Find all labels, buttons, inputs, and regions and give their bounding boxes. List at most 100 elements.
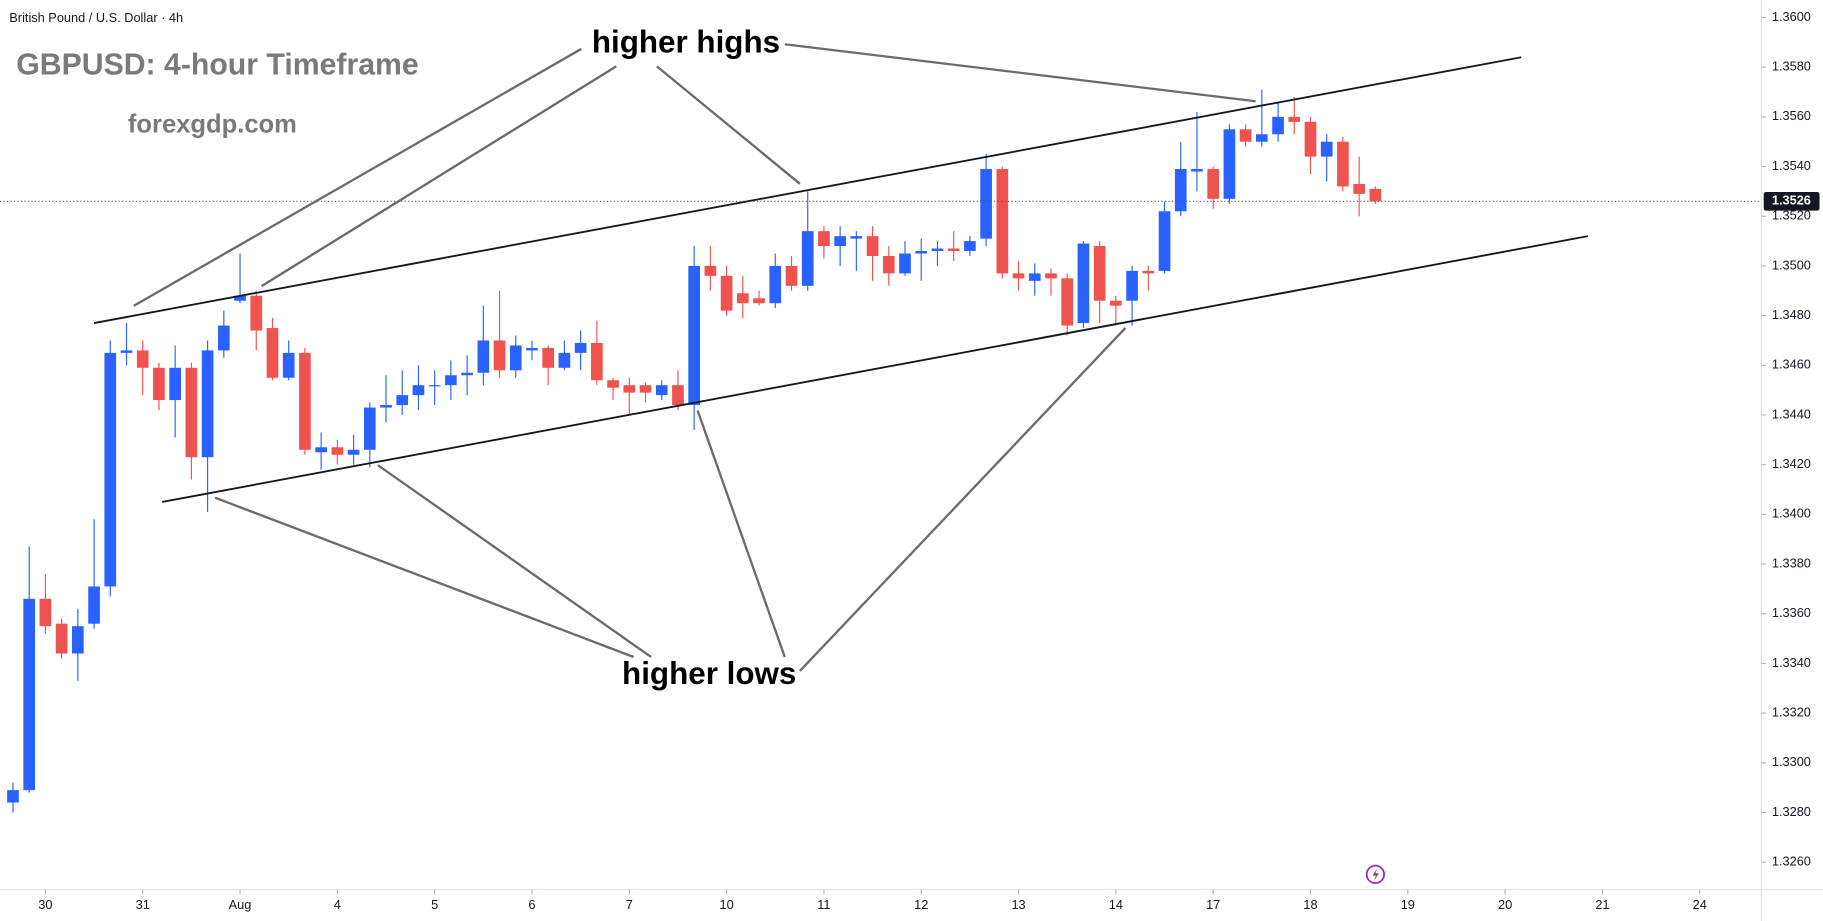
candle-body bbox=[980, 169, 992, 239]
symbol-header: British Pound / U.S. Dollar · 4h bbox=[9, 10, 183, 25]
candle-body bbox=[185, 367, 198, 458]
candle-body bbox=[347, 449, 360, 455]
candle-body bbox=[769, 265, 782, 304]
x-tick-label: 21 bbox=[1595, 897, 1609, 912]
y-tick-label: 1.3600 bbox=[1772, 9, 1811, 24]
x-tick-label: 24 bbox=[1693, 897, 1707, 912]
candle-body bbox=[1207, 169, 1220, 199]
candle-body bbox=[704, 265, 717, 276]
candle-body bbox=[23, 598, 36, 791]
x-tick-label: 31 bbox=[136, 897, 150, 912]
candle-body bbox=[526, 347, 538, 351]
pointer bbox=[784, 43, 1256, 103]
candle-body bbox=[834, 236, 846, 247]
x-tick-label: 12 bbox=[914, 897, 928, 912]
candle-body bbox=[7, 790, 19, 803]
y-tick-label: 1.3300 bbox=[1772, 754, 1811, 769]
candle-body bbox=[1223, 129, 1236, 199]
candle-body bbox=[1304, 121, 1317, 157]
y-tick-label: 1.3440 bbox=[1772, 406, 1811, 421]
candle-body bbox=[996, 169, 1009, 274]
pointer bbox=[799, 327, 1127, 672]
candle-body bbox=[1239, 129, 1252, 142]
candle-body bbox=[315, 447, 327, 453]
candle-body bbox=[282, 352, 295, 378]
annotation-pointers bbox=[133, 43, 1256, 672]
candle-body bbox=[72, 626, 84, 654]
candle-body bbox=[574, 342, 587, 353]
candle-body bbox=[915, 251, 928, 254]
x-tick-label: 17 bbox=[1206, 897, 1220, 912]
candle-body bbox=[250, 295, 263, 331]
candle-body bbox=[1337, 141, 1349, 187]
pointer bbox=[377, 464, 652, 658]
candle-body bbox=[607, 380, 619, 388]
x-tick-label: Aug bbox=[229, 897, 252, 912]
y-tick-label: 1.3480 bbox=[1772, 307, 1811, 322]
candle-body bbox=[266, 328, 279, 378]
candle-body bbox=[120, 350, 133, 353]
candle-body bbox=[850, 236, 863, 239]
candle-body bbox=[899, 253, 911, 274]
pointer bbox=[696, 410, 786, 658]
candle-body bbox=[299, 352, 311, 450]
y-tick-label: 1.3500 bbox=[1772, 257, 1811, 272]
candle-body bbox=[136, 350, 149, 368]
candle-body bbox=[753, 298, 765, 304]
candle-body bbox=[477, 340, 490, 373]
y-tick-label: 1.3260 bbox=[1772, 854, 1811, 869]
candle-body bbox=[1158, 211, 1171, 271]
alert-circle bbox=[1365, 864, 1385, 884]
candle-body bbox=[380, 405, 392, 408]
alert-icon[interactable] bbox=[1365, 864, 1385, 884]
candle-body bbox=[493, 340, 506, 371]
candle-body bbox=[818, 231, 830, 247]
candle-body bbox=[1012, 273, 1025, 279]
y-tick-label: 1.3380 bbox=[1772, 555, 1811, 570]
annotation: higher lows bbox=[622, 656, 796, 691]
candle-body bbox=[104, 352, 117, 587]
y-tick-label: 1.3340 bbox=[1772, 655, 1811, 670]
y-tick-label: 1.3280 bbox=[1772, 804, 1811, 819]
candle-body bbox=[55, 623, 68, 654]
candle-body bbox=[1369, 188, 1382, 202]
candle-body bbox=[1093, 246, 1106, 301]
x-tick-label: 30 bbox=[38, 897, 52, 912]
candle-body bbox=[1077, 243, 1090, 324]
candle-body bbox=[1272, 116, 1284, 135]
candle-body bbox=[1028, 273, 1041, 281]
candle-body bbox=[201, 350, 214, 458]
candle-body bbox=[688, 265, 701, 406]
candle-body bbox=[672, 385, 684, 406]
candle-body bbox=[331, 447, 344, 455]
pointer bbox=[260, 65, 617, 288]
x-tick-label: 7 bbox=[626, 897, 633, 912]
last-price-label: 1.3526 bbox=[1772, 193, 1811, 208]
candle-body bbox=[1288, 116, 1301, 122]
candle-body bbox=[964, 241, 976, 252]
chart-title: GBPUSD: 4-hour Timeframe bbox=[16, 48, 418, 81]
plot-area bbox=[0, 56, 1762, 813]
candle-body bbox=[591, 342, 603, 381]
candle-body bbox=[947, 248, 960, 252]
candle-body bbox=[623, 385, 636, 393]
y-tick-label: 1.3580 bbox=[1772, 59, 1811, 74]
candle-body bbox=[1320, 141, 1333, 157]
y-tick-label: 1.3540 bbox=[1772, 158, 1811, 173]
x-tick-label: 6 bbox=[528, 897, 535, 912]
candle-body bbox=[1110, 300, 1122, 306]
annotation: higher highs bbox=[592, 25, 780, 60]
trendline bbox=[162, 235, 1589, 503]
candle-body bbox=[655, 385, 668, 396]
x-tick-label: 20 bbox=[1498, 897, 1512, 912]
last-price-box bbox=[1763, 192, 1820, 211]
candle-body bbox=[153, 367, 165, 401]
candle-body bbox=[412, 385, 425, 396]
pointer bbox=[656, 65, 801, 185]
y-tick-label: 1.3560 bbox=[1772, 108, 1811, 123]
x-tick-label: 14 bbox=[1109, 897, 1123, 912]
candle-body bbox=[1353, 183, 1365, 194]
y-tick-label: 1.3420 bbox=[1772, 456, 1811, 471]
candle-body bbox=[736, 293, 749, 304]
candle-body bbox=[866, 236, 879, 256]
